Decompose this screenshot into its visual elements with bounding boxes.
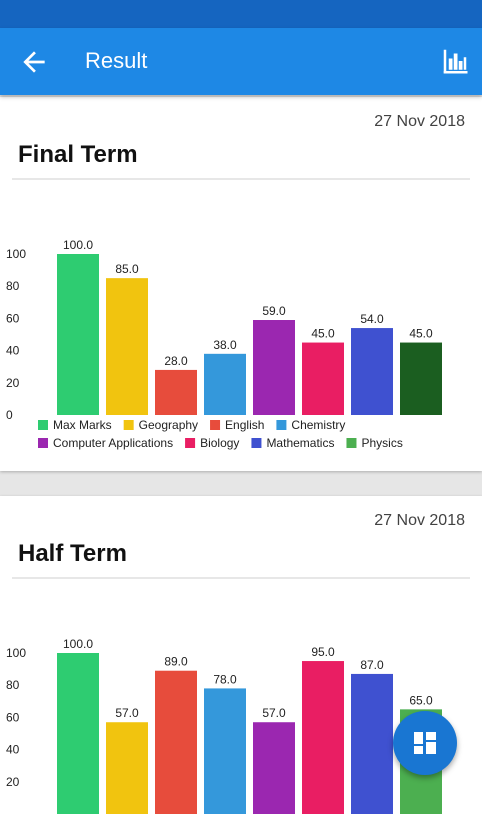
legend-swatch <box>38 438 48 448</box>
bar-value-label: 65.0 <box>409 693 433 707</box>
bar-chart-icon[interactable] <box>440 46 470 76</box>
legend-swatch <box>276 420 287 430</box>
bar <box>302 342 344 415</box>
bar-value-label: 45.0 <box>311 327 335 341</box>
y-tick-label: 80 <box>6 678 20 692</box>
bar <box>204 688 246 814</box>
report-card-final-term: 27 Nov 2018 Final Term 0 20 40 60 80 100 100.0… <box>0 97 482 471</box>
y-tick-label: 60 <box>6 311 20 325</box>
y-tick-label: 40 <box>6 743 20 757</box>
bar <box>351 673 393 814</box>
legend-swatch <box>185 438 196 448</box>
legend-swatch <box>251 438 262 448</box>
divider <box>12 577 470 579</box>
divider <box>12 178 470 180</box>
legend-swatch <box>123 420 134 430</box>
bar-value-label: 45.0 <box>409 327 433 341</box>
bar-value-label: 57.0 <box>262 706 286 720</box>
bar <box>106 722 148 814</box>
bar <box>302 661 344 814</box>
report-date: 27 Nov 2018 <box>374 113 465 130</box>
bar-value-label: 89.0 <box>164 655 188 669</box>
bar-value-label: 59.0 <box>262 304 286 318</box>
bar-chart: 20 40 60 80 100 100.0 57.0 89.0 78.0 57.0 95.0 87.0… <box>6 637 442 814</box>
page-title: Result <box>85 48 148 73</box>
bar-value-label: 95.0 <box>311 645 335 659</box>
bar <box>253 722 295 814</box>
y-tick-label: 100 <box>6 247 26 261</box>
arrow-back-icon[interactable] <box>18 46 50 78</box>
bar-value-label: 78.0 <box>213 672 237 686</box>
status-bar <box>0 0 482 28</box>
y-tick-label: 60 <box>6 710 20 724</box>
legend-label: English <box>225 418 264 432</box>
bar <box>57 653 99 814</box>
bar <box>155 670 197 814</box>
y-tick-label: 20 <box>6 775 20 789</box>
report-card-half-term: 27 Nov 2018 Half Term 20 40 60 80 100 100.0 57… <box>0 496 482 816</box>
dashboard-icon <box>414 732 436 754</box>
y-tick-label: 100 <box>6 646 26 660</box>
legend-label: Computer Applications <box>53 436 173 450</box>
report-date: 27 Nov 2018 <box>374 512 465 529</box>
report-title: Final Term <box>18 141 138 168</box>
legend-label: Chemistry <box>291 418 345 432</box>
bar-chart: 0 20 40 60 80 100 100.0 85.0 28.0 38.0 59.0 45.0 54.… <box>6 238 442 450</box>
y-tick-label: 20 <box>6 376 20 390</box>
bar-value-label: 38.0 <box>213 338 237 352</box>
legend-label: Physics <box>361 436 402 450</box>
legend-label: Max Marks <box>53 418 112 432</box>
bar <box>400 342 442 415</box>
bar-value-label: 100.0 <box>63 637 93 651</box>
report-title: Half Term <box>18 540 127 567</box>
bar-value-label: 57.0 <box>115 706 139 720</box>
bar <box>351 328 393 415</box>
bar <box>253 320 295 415</box>
legend-swatch <box>210 420 221 430</box>
y-tick-label: 40 <box>6 344 20 358</box>
y-tick-label: 80 <box>6 279 20 293</box>
dashboard-fab-button[interactable] <box>393 711 457 775</box>
bar <box>204 353 246 415</box>
bar-value-label: 28.0 <box>164 354 188 368</box>
legend-label: Mathematics <box>266 436 334 450</box>
bar-value-label: 100.0 <box>63 238 93 252</box>
bar <box>106 278 148 415</box>
app-bar: Result <box>0 28 482 95</box>
bar <box>155 369 197 415</box>
bar <box>57 254 99 415</box>
bar-value-label: 87.0 <box>360 658 384 672</box>
legend-label: Geography <box>139 418 198 432</box>
legend-label: Biology <box>200 436 239 450</box>
legend-swatch <box>38 420 48 430</box>
bar-value-label: 85.0 <box>115 262 139 276</box>
bar-value-label: 54.0 <box>360 312 384 326</box>
y-tick-label: 0 <box>6 408 13 422</box>
legend-swatch <box>346 438 357 448</box>
